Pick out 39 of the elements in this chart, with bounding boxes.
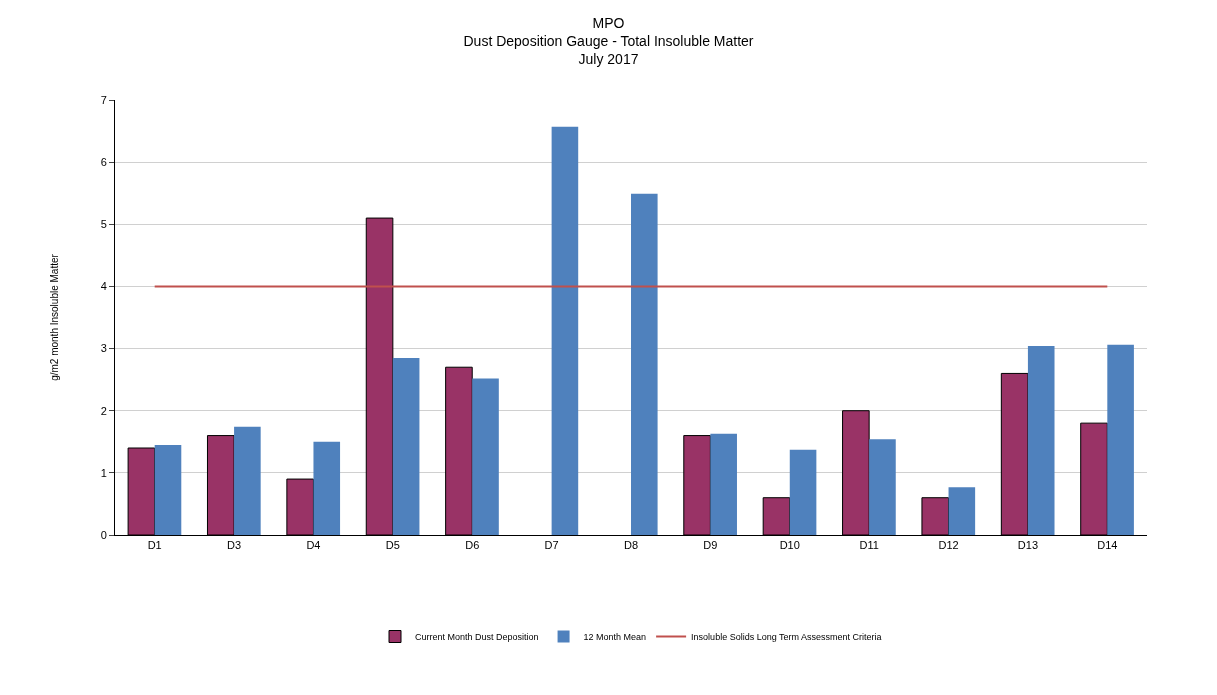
y-tick-label: 5 xyxy=(100,218,107,231)
y-tick-label: 7 xyxy=(100,93,107,106)
bar xyxy=(631,193,658,535)
bar xyxy=(1107,344,1134,535)
x-tick-label: D7 xyxy=(544,539,559,552)
y-tick-label: 4 xyxy=(100,280,107,293)
bar xyxy=(789,449,817,535)
bar xyxy=(869,439,896,535)
x-tick-label: D12 xyxy=(938,539,959,552)
y-tick-label: 1 xyxy=(100,466,107,479)
y-tick-label: 0 xyxy=(100,528,107,541)
x-tick-label: D11 xyxy=(859,539,879,552)
chart-title: MPO Dust Deposition Gauge - Total Insoluble Matter July 2017 xyxy=(463,14,754,68)
bar xyxy=(234,426,261,535)
y-axis-title: g/m2 month Insoluble Matter xyxy=(48,253,60,381)
x-tick-label: D13 xyxy=(1017,539,1039,552)
x-tick-label: D5 xyxy=(385,539,400,552)
x-tick-label: D10 xyxy=(779,539,800,552)
y-tick-label: 2 xyxy=(100,404,107,417)
legend-label: Current Month Dust Deposition xyxy=(415,632,539,643)
bar xyxy=(392,357,420,535)
x-tick-label: D3 xyxy=(227,539,242,552)
bar xyxy=(472,378,499,535)
x-tick-label: D8 xyxy=(623,539,639,552)
x-tick-label: D9 xyxy=(703,539,718,552)
x-tick-label: D6 xyxy=(465,539,480,552)
legend-label: 12 Month Mean xyxy=(583,632,647,643)
bar xyxy=(313,441,341,535)
x-tick-label: D4 xyxy=(306,539,321,552)
bar xyxy=(154,444,182,535)
bar xyxy=(1027,346,1055,535)
bar xyxy=(948,487,976,535)
x-tick-label: D14 xyxy=(1097,539,1118,552)
legend-label: Insoluble Solids Long Term Assessment Criteria xyxy=(691,632,882,643)
y-tick-label: 6 xyxy=(100,155,107,168)
bar xyxy=(710,433,737,535)
x-tick-label: D1 xyxy=(147,539,162,552)
y-tick-label: 3 xyxy=(100,342,107,355)
bar xyxy=(551,126,579,535)
